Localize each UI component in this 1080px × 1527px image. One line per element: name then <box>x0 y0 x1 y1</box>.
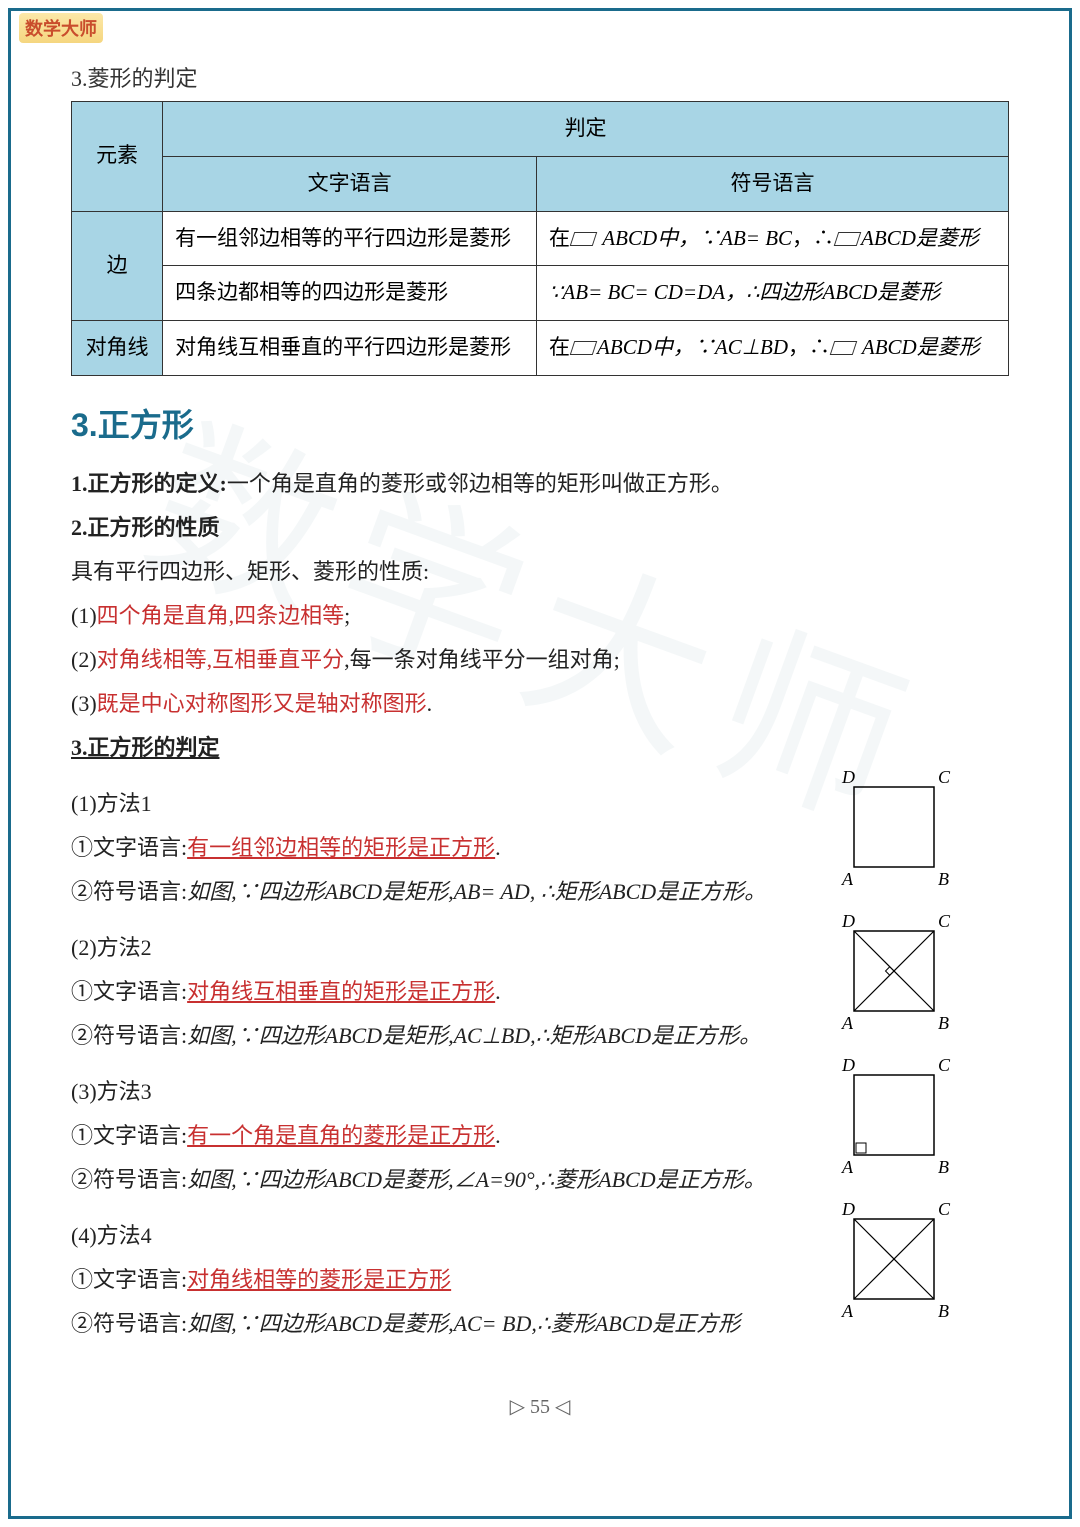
svg-text:B: B <box>938 1301 949 1321</box>
method-block: DCAB(3)方法3①文字语言:有一个角是直角的菱形是正方形.②符号语言:如图,… <box>71 1070 1009 1202</box>
page-border: 数学大师 数学大师 3.菱形的判定 元素 判定 文字语言 符号语言 边 有一组邻… <box>8 8 1072 1519</box>
row-edge-label: 边 <box>72 211 163 321</box>
svg-text:B: B <box>938 1157 949 1177</box>
diag-text-1: 对角线互相垂直的平行四边形是菱形 <box>163 321 537 376</box>
th-corner: 元素 <box>72 102 163 212</box>
svg-text:A: A <box>841 1157 854 1177</box>
row-diag-label: 对角线 <box>72 321 163 376</box>
square-diagram: DCAB <box>839 916 949 1041</box>
diag-sym-1: 在ABCD中，∵AC⊥BD，∴ ABCD是菱形 <box>537 321 1009 376</box>
svg-text:B: B <box>938 869 949 889</box>
edge-sym-1: 在 ABCD中，∵AB= BC，∴ABCD是菱形 <box>537 211 1009 266</box>
method-block: DCAB(1)方法1①文字语言:有一组邻边相等的矩形是正方形.②符号语言:如图,… <box>71 782 1009 914</box>
rhombus-table: 元素 判定 文字语言 符号语言 边 有一组邻边相等的平行四边形是菱形 在 ABC… <box>71 101 1009 376</box>
square-diagram: DCAB <box>839 1204 949 1329</box>
content: 3.菱形的判定 元素 判定 文字语言 符号语言 边 有一组邻边相等的平行四边形是… <box>11 11 1069 1386</box>
svg-text:A: A <box>841 869 854 889</box>
svg-text:B: B <box>938 1013 949 1033</box>
prop-intro: 具有平行四边形、矩形、菱形的性质: <box>71 550 1009 594</box>
page-number: ▷ 55 ◁ <box>11 1386 1069 1431</box>
parallelogram-icon <box>570 232 598 246</box>
prop-label: 2.正方形的性质 <box>71 506 1009 550</box>
th-sub2: 符号语言 <box>537 156 1009 211</box>
edge-text-2: 四条边都相等的四边形是菱形 <box>163 266 537 321</box>
rhombus-title: 3.菱形的判定 <box>71 61 1009 93</box>
edge-sym-2: ∵AB= BC= CD=DA，∴四边形ABCD是菱形 <box>537 266 1009 321</box>
svg-text:C: C <box>938 1055 951 1075</box>
svg-text:D: D <box>841 1055 855 1075</box>
svg-text:C: C <box>938 911 951 931</box>
svg-text:D: D <box>841 911 855 931</box>
edge-text-1: 有一组邻边相等的平行四边形是菱形 <box>163 211 537 266</box>
judge-label: 3.正方形的判定 <box>71 726 1009 770</box>
def-label: 1.正方形的定义: <box>71 471 227 496</box>
parallelogram-icon <box>834 232 862 246</box>
svg-text:C: C <box>938 1199 951 1219</box>
method-block: DCAB(4)方法4①文字语言:对角线相等的菱形是正方形②符号语言:如图,∵四边… <box>71 1214 1009 1346</box>
th-top: 判定 <box>163 102 1009 157</box>
svg-text:C: C <box>938 767 951 787</box>
parallelogram-icon <box>830 341 858 355</box>
method-block: DCAB(2)方法2①文字语言:对角线互相垂直的矩形是正方形.②符号语言:如图,… <box>71 926 1009 1058</box>
svg-text:D: D <box>841 767 855 787</box>
th-sub1: 文字语言 <box>163 156 537 211</box>
svg-text:D: D <box>841 1199 855 1219</box>
square-heading: 3.正方形 <box>71 400 1009 446</box>
square-diagram: DCAB <box>839 772 949 897</box>
svg-text:A: A <box>841 1013 854 1033</box>
square-diagram: DCAB <box>839 1060 949 1185</box>
square-body: 1.正方形的定义:一个角是直角的菱形或邻边相等的矩形叫做正方形。 2.正方形的性… <box>71 462 1009 1346</box>
parallelogram-icon <box>570 341 598 355</box>
svg-text:A: A <box>841 1301 854 1321</box>
def-text: 一个角是直角的菱形或邻边相等的矩形叫做正方形。 <box>227 471 733 496</box>
